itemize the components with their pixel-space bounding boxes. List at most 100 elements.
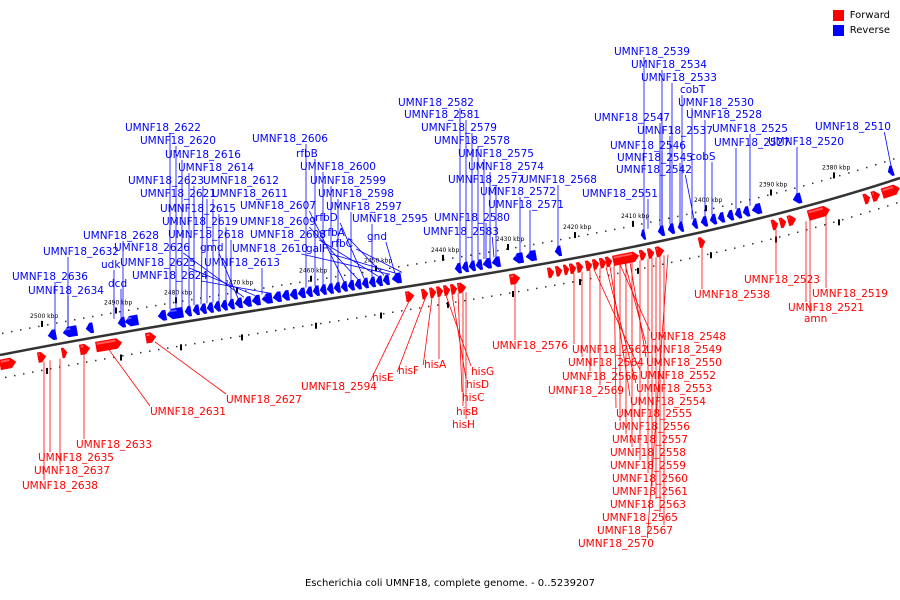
ruler-dot <box>176 345 178 348</box>
reverse-label-umnf18-2624: UMNF18_2624 <box>132 270 208 282</box>
forward-gene-arrow <box>428 287 437 299</box>
reverse-gene-arrow <box>554 245 563 257</box>
forward-leader-line <box>445 295 472 367</box>
ruler-dot <box>545 286 547 288</box>
ruler-dot <box>644 267 646 269</box>
tick-label: 2470 kbp <box>225 279 253 286</box>
forward-label-umnf18-2562: UMNF18_2562 <box>572 344 648 356</box>
ruler-major-tick <box>632 220 634 227</box>
reverse-leader-line <box>189 267 256 296</box>
ruler-dot <box>506 248 508 250</box>
ruler-dot <box>560 238 562 241</box>
ruler-dot <box>374 314 376 316</box>
reverse-leader-line <box>183 252 245 298</box>
ruler-dot <box>824 224 826 226</box>
reverse-label-umnf18-2528: UMNF18_2528 <box>686 109 762 121</box>
forward-label-umnf18-2556: UMNF18_2556 <box>614 421 690 433</box>
forward-label-umnf18-2523: UMNF18_2523 <box>744 274 820 286</box>
ruler-dot <box>587 233 589 236</box>
reverse-label-umnf18-2600: UMNF18_2600 <box>300 161 376 173</box>
ruler-dot <box>83 317 85 319</box>
ruler-dot <box>248 334 250 336</box>
ruler-dot <box>164 303 166 305</box>
ruler-dot <box>857 169 859 172</box>
ruler-dot <box>335 275 337 278</box>
ruler-dot <box>434 260 436 262</box>
reverse-gene-arrow <box>117 316 127 328</box>
forward-label-umnf18-2566: UMNF18_2566 <box>562 371 638 383</box>
ruler-dot <box>38 325 40 328</box>
ruler-dot <box>848 172 850 174</box>
ruler-dot <box>614 228 616 231</box>
forward-label-hisf: hisF <box>398 365 419 377</box>
ruler-dot <box>866 166 868 169</box>
ruler-dot <box>356 317 358 319</box>
ruler-dot <box>23 373 25 375</box>
reverse-gene-arrow <box>512 252 525 264</box>
forward-label-umnf18-2538: UMNF18_2538 <box>694 289 770 301</box>
ruler-dot <box>743 245 745 247</box>
ruler-dot <box>41 369 43 372</box>
reverse-gene-arrow <box>361 277 370 289</box>
reverse-gene-arrow <box>242 295 253 307</box>
tick-label: 2500 kbp <box>30 313 58 320</box>
reverse-gene-arrow <box>234 297 244 309</box>
ruler-dot <box>185 344 187 346</box>
forward-leader-line <box>422 297 433 366</box>
reverse-label-umnf18-2612: UMNF18_2612 <box>203 175 279 187</box>
forward-label-umnf18-2553: UMNF18_2553 <box>636 383 712 395</box>
ruler-dot <box>158 348 160 351</box>
reverse-label-umnf18-2581: UMNF18_2581 <box>404 109 480 121</box>
forward-label-umnf18-2559: UMNF18_2559 <box>610 460 686 472</box>
ruler-major-tick <box>512 291 514 298</box>
map-caption: Escherichia coli UMNF18, complete genome… <box>304 578 596 589</box>
reverse-label-umnf18-2546: UMNF18_2546 <box>610 140 686 152</box>
ruler-dot <box>491 295 493 297</box>
ruler-dot <box>191 298 193 301</box>
reverse-label-gmd: gmd <box>200 242 224 254</box>
ruler-dot <box>479 252 481 255</box>
reverse-gene-arrow <box>709 213 718 225</box>
reverse-label-umnf18-2539: UMNF18_2539 <box>614 46 690 58</box>
ruler-dot <box>842 218 844 221</box>
ruler-dot <box>401 310 403 312</box>
reverse-gene-arrow <box>272 291 283 303</box>
ruler-dot <box>128 309 130 311</box>
reverse-label-umnf18-2574: UMNF18_2574 <box>468 161 544 173</box>
reverse-gene-arrow <box>742 205 751 217</box>
forward-gene-arrow <box>806 205 830 221</box>
forward-gene-arrow <box>449 283 458 295</box>
reverse-label-umnf18-2547: UMNF18_2547 <box>594 112 670 124</box>
tick-label: 2440 kbp <box>431 247 459 254</box>
reverse-label-umnf18-2623: UMNF18_2623 <box>128 175 204 187</box>
reverse-gene-arrow <box>251 294 262 306</box>
reverse-label-umnf18-2619: UMNF18_2619 <box>162 216 238 228</box>
ruler-dot <box>635 269 637 271</box>
ruler-major-tick <box>833 172 835 179</box>
ruler-dot <box>338 319 340 322</box>
ruler-dot <box>677 215 679 218</box>
forward-label-umnf18-2548: UMNF18_2548 <box>650 331 726 343</box>
ruler-dot <box>722 205 724 208</box>
tick-label: 2380 kbp <box>822 164 850 171</box>
reverse-gene-arrow <box>289 288 299 300</box>
forward-gene-arrow <box>598 257 607 269</box>
reverse-gene-arrow <box>192 304 201 316</box>
reverse-gene-arrow <box>734 207 743 219</box>
ruler-dot <box>734 247 736 249</box>
forward-label-hisb: hisB <box>456 406 478 418</box>
ruler-dot <box>662 263 664 266</box>
ruler-dot <box>551 240 553 242</box>
ruler-dot <box>605 230 607 232</box>
forward-gene-arrow <box>554 265 563 277</box>
tick-label: 2390 kbp <box>759 182 787 189</box>
forward-gene-arrow <box>604 256 613 268</box>
ruler-dot <box>767 194 769 197</box>
forward-label-umnf18-2557: UMNF18_2557 <box>612 434 688 446</box>
forward-gene-arrow <box>420 288 429 300</box>
ruler-dot <box>230 337 232 339</box>
ruler-dot <box>149 350 151 352</box>
reverse-label-rfbb: rfbB <box>296 148 318 160</box>
ruler-dot <box>815 226 817 229</box>
